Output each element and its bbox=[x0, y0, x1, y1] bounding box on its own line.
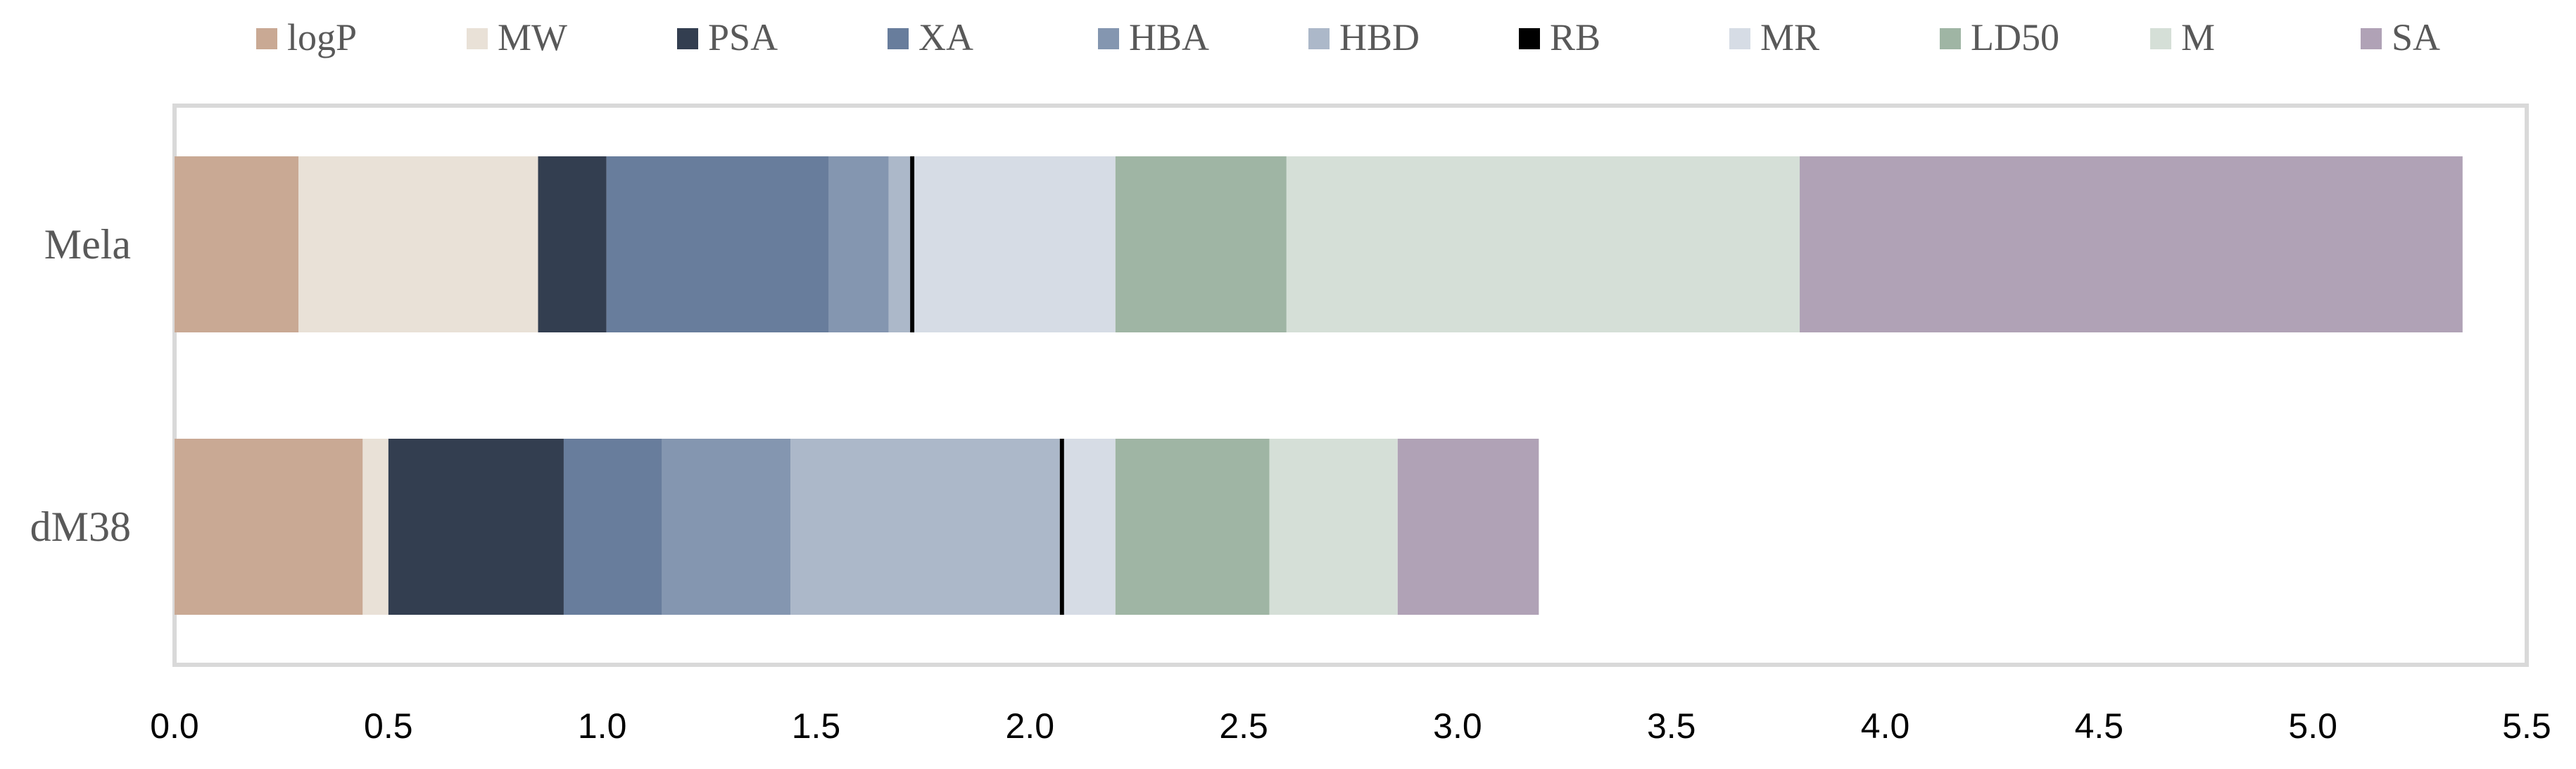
legend-swatch-xa bbox=[888, 28, 909, 49]
bar-mela-xa bbox=[606, 156, 829, 332]
bar-mela-rb bbox=[910, 156, 915, 332]
x-tick-label: 4.0 bbox=[1861, 706, 1910, 746]
x-tick-label: 2.0 bbox=[1006, 706, 1055, 746]
bar-mela-mr bbox=[914, 156, 1116, 332]
bar-mela-sa bbox=[1800, 156, 2463, 332]
legend-swatch-rb bbox=[1519, 28, 1540, 49]
bars-group bbox=[175, 156, 2463, 615]
bar-dm38-sa bbox=[1397, 439, 1539, 615]
legend-label-xa: XA bbox=[918, 16, 973, 58]
bar-dm38-mr bbox=[1063, 439, 1116, 615]
x-tick-label: 5.5 bbox=[2502, 706, 2551, 746]
bar-dm38-psa bbox=[388, 439, 564, 615]
x-tick-label: 0.0 bbox=[150, 706, 199, 746]
x-tick-label: 3.0 bbox=[1433, 706, 1482, 746]
bar-mela-hbd bbox=[888, 156, 911, 332]
bar-dm38-hba bbox=[662, 439, 790, 615]
legend-label-hbd: HBD bbox=[1339, 16, 1420, 58]
legend-label-psa: PSA bbox=[708, 16, 778, 58]
bar-mela-logp bbox=[175, 156, 299, 332]
legend-label-mw: MW bbox=[498, 16, 567, 58]
legend-swatch-ld50 bbox=[1940, 28, 1961, 49]
legend-label-sa: SA bbox=[2392, 16, 2440, 58]
bar-mela-m bbox=[1286, 156, 1800, 332]
x-tick-label: 1.5 bbox=[792, 706, 841, 746]
bar-mela-ld50 bbox=[1115, 156, 1287, 332]
x-tick-label: 4.5 bbox=[2075, 706, 2124, 746]
x-tick-label: 3.5 bbox=[1647, 706, 1696, 746]
x-tick-label: 0.5 bbox=[364, 706, 413, 746]
bar-mela-hba bbox=[828, 156, 889, 332]
bar-dm38-hbd bbox=[790, 439, 1060, 615]
bar-dm38-mw bbox=[362, 439, 389, 615]
legend-label-ld50: LD50 bbox=[1971, 16, 2059, 58]
legend-label-mr: MR bbox=[1760, 16, 1819, 58]
bar-dm38-ld50 bbox=[1115, 439, 1270, 615]
bar-dm38-xa bbox=[563, 439, 662, 615]
legend-swatch-hba bbox=[1098, 28, 1119, 49]
bar-mela-mw bbox=[298, 156, 538, 332]
x-tick-label: 1.0 bbox=[578, 706, 627, 746]
legend-label-hba: HBA bbox=[1129, 16, 1209, 58]
x-axis-ticks: 0.0 0.5 1.0 1.5 2.0 2.5 3.0 3.5 4.0 4.5 5.0 5.5 bbox=[150, 706, 2551, 746]
legend-label-rb: RB bbox=[1550, 16, 1600, 58]
bar-mela-psa bbox=[538, 156, 607, 332]
y-axis-labels: Mela dM38 bbox=[30, 221, 131, 550]
category-label-mela: Mela bbox=[44, 221, 131, 268]
legend-swatch-sa bbox=[2361, 28, 2382, 49]
category-label-dm38: dM38 bbox=[30, 504, 131, 550]
bar-dm38-rb bbox=[1059, 439, 1064, 615]
legend-swatch-m bbox=[2150, 28, 2171, 49]
bar-dm38-logp bbox=[175, 439, 363, 615]
x-tick-label: 2.5 bbox=[1219, 706, 1268, 746]
legend-swatch-logp bbox=[256, 28, 277, 49]
legend-swatch-mw bbox=[467, 28, 488, 49]
chart-legend: logP MW PSA XA HBA HBD RB MR LD50 M SA bbox=[256, 16, 2440, 58]
legend-label-m: M bbox=[2181, 16, 2215, 58]
legend-swatch-psa bbox=[677, 28, 698, 49]
legend-label-logp: logP bbox=[287, 16, 357, 58]
bar-dm38-m bbox=[1269, 439, 1398, 615]
legend-swatch-mr bbox=[1729, 28, 1750, 49]
x-tick-label: 5.0 bbox=[2288, 706, 2337, 746]
legend-swatch-hbd bbox=[1308, 28, 1330, 49]
